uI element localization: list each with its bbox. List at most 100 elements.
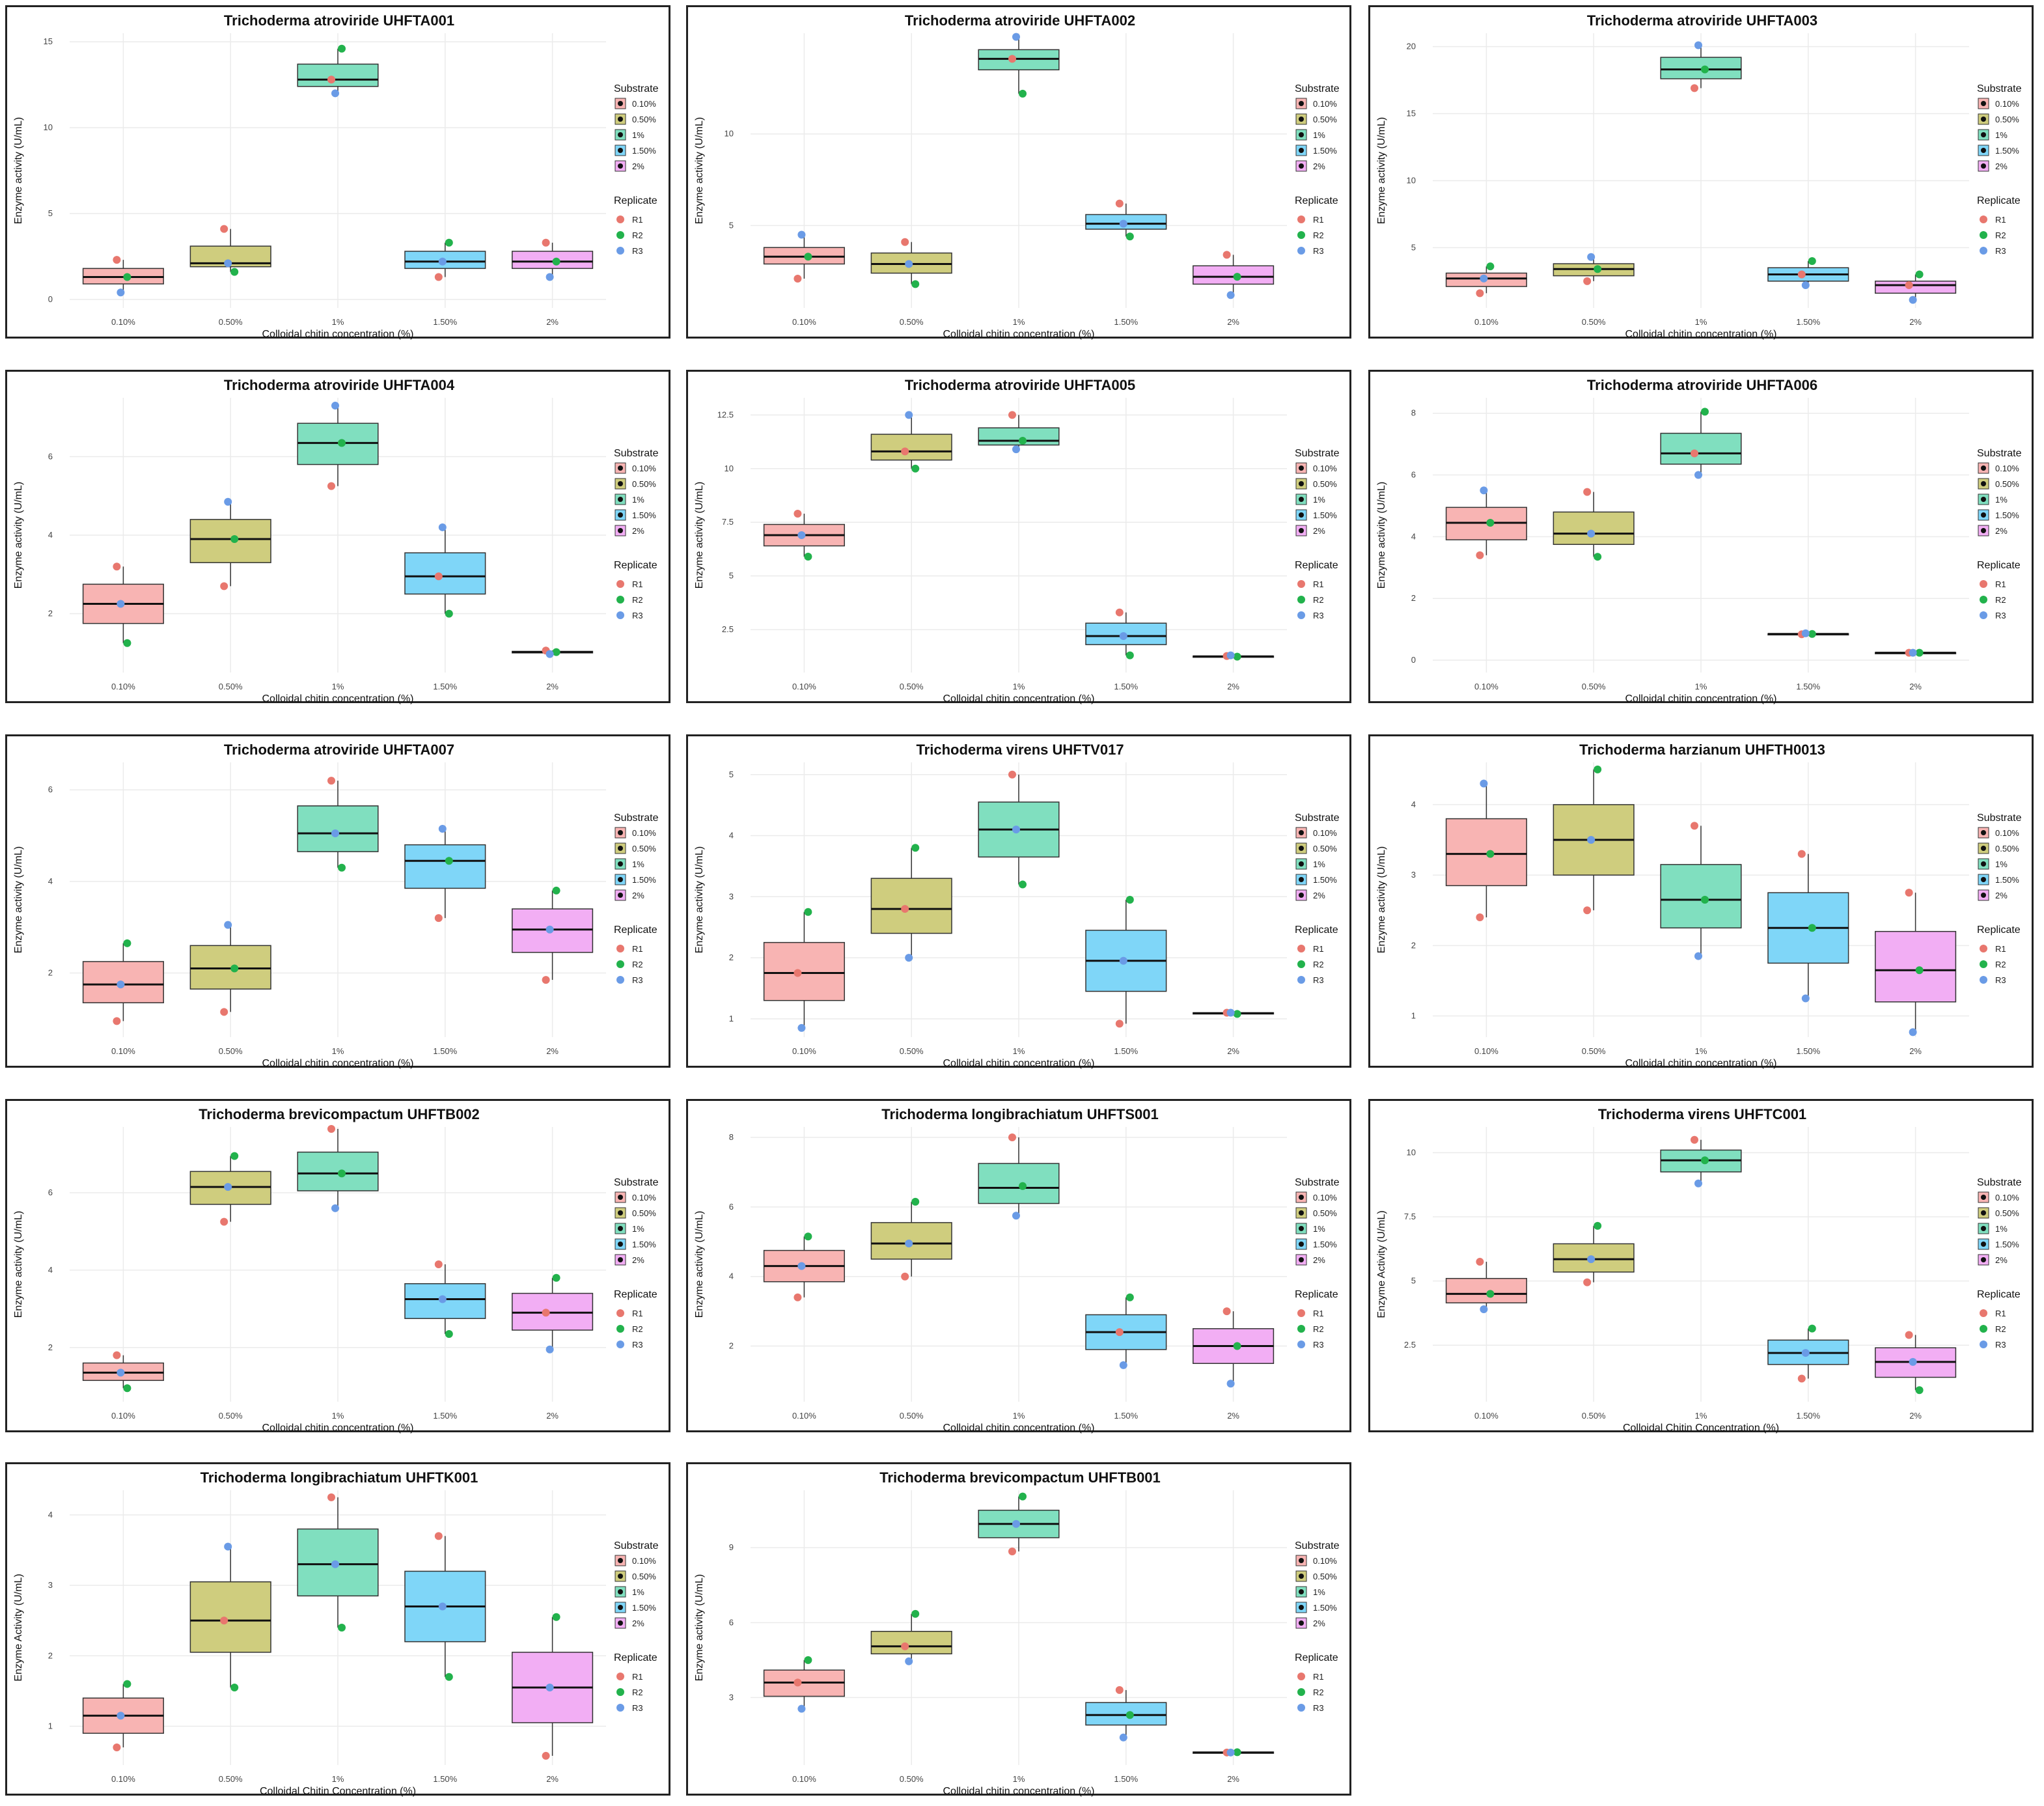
legend-label-replicate: R3 <box>1313 246 1324 256</box>
legend-label-replicate: R2 <box>632 1688 643 1697</box>
y-tick-label: 5 <box>1411 1276 1416 1286</box>
y-tick-label: 5 <box>48 208 53 218</box>
x-tick-label: 1% <box>332 317 344 327</box>
y-tick-label: 0 <box>1411 655 1416 665</box>
replicate-point <box>1115 199 1124 208</box>
chart-panel: Trichoderma virens UHFTC001 Enzyme Activi… <box>1368 1099 2034 1434</box>
replicate-point <box>1808 630 1816 638</box>
legend-title-replicate: Replicate <box>614 560 657 571</box>
replicate-point <box>331 1560 339 1568</box>
replicate-point <box>1801 1349 1810 1357</box>
replicate-point <box>1587 253 1595 261</box>
legend-label-substrate: 1.50% <box>1313 1603 1337 1613</box>
y-tick-label: 6 <box>48 451 53 461</box>
legend-key-dot <box>1299 101 1304 106</box>
legend-label-replicate: R3 <box>1995 975 2006 985</box>
legend-key-dot <box>1299 481 1304 486</box>
replicate-point <box>552 648 560 656</box>
replicate-point <box>546 273 554 281</box>
x-tick-label: 1.50% <box>1114 682 1138 691</box>
replicate-point <box>552 1273 560 1282</box>
box <box>189 945 271 990</box>
legend-key-replicate <box>1297 580 1305 588</box>
replicate-point <box>1915 648 1924 657</box>
replicate-point <box>1587 836 1595 844</box>
y-tick-label: 7.5 <box>1404 1212 1416 1221</box>
replicate-point <box>327 1493 335 1501</box>
legend-label-replicate: R1 <box>1313 1309 1324 1318</box>
y-tick-label: 4 <box>48 530 53 540</box>
replicate-point <box>338 863 346 872</box>
legend-key-dot <box>618 1242 623 1247</box>
x-axis-label: Colloidal chitin concentration (%) <box>262 329 414 340</box>
x-tick-label: 0.50% <box>219 682 243 691</box>
legend-key-dot <box>618 1558 623 1563</box>
legend-label-substrate: 1% <box>632 130 644 140</box>
replicate-point <box>230 1152 239 1160</box>
replicate-point <box>117 288 125 297</box>
y-tick-label: 2 <box>48 609 53 618</box>
legend-key-dot <box>618 481 623 486</box>
legend-key-replicate <box>616 215 624 223</box>
chart-svg: Trichoderma atroviride UHFTA001 Enzyme ac… <box>13 12 659 340</box>
legend-label-replicate: R3 <box>632 246 643 256</box>
legend-key-replicate <box>1980 231 1987 239</box>
y-tick-label: 6 <box>729 1202 734 1212</box>
legend-key-dot <box>618 1589 623 1594</box>
legend-title-substrate: Substrate <box>1977 448 2022 459</box>
replicate-point <box>1701 896 1709 904</box>
y-tick-label: 2 <box>48 968 53 978</box>
legend-key-dot <box>1981 132 1986 137</box>
chart-svg: Trichoderma harzianum UHFTH0013 Enzyme ac… <box>1376 742 2022 1069</box>
y-axis-label: Enzyme activity (U/mL) <box>694 846 705 953</box>
replicate-point <box>1119 219 1127 228</box>
x-tick-label: 0.50% <box>219 1411 243 1421</box>
chart-svg: Trichoderma atroviride UHFTA002 Enzyme ac… <box>694 12 1340 340</box>
replicate-point <box>1476 913 1484 922</box>
replicate-point <box>1691 449 1698 458</box>
replicate-point <box>1012 445 1020 454</box>
replicate-point <box>542 1751 550 1760</box>
replicate-point <box>1126 651 1134 660</box>
replicate-point <box>1233 273 1241 281</box>
legend-key-dot <box>1981 877 1986 882</box>
y-tick-label: 1 <box>729 1014 734 1023</box>
replicate-point <box>552 1613 560 1621</box>
x-tick-label: 0.50% <box>900 1046 924 1056</box>
replicate-point <box>546 650 554 658</box>
legend-key-replicate <box>616 1325 624 1333</box>
legend-key-replicate <box>1297 1341 1305 1348</box>
chart-title: Trichoderma harzianum UHFTH0013 <box>1579 742 1825 758</box>
y-axis-label: Enzyme activity (U/mL) <box>694 1211 705 1318</box>
y-tick-label: 3 <box>1411 870 1416 880</box>
x-tick-label: 1% <box>1013 1774 1025 1784</box>
chart-title: Trichoderma virens UHFTC001 <box>1598 1106 1806 1122</box>
legend-key-dot <box>1299 893 1304 898</box>
replicate-point <box>1691 84 1698 92</box>
legend-key-dot <box>618 1574 623 1579</box>
box <box>978 1163 1060 1204</box>
x-tick-label: 0.50% <box>900 317 924 327</box>
replicate-point <box>804 253 812 261</box>
legend-key-dot <box>1981 163 1986 169</box>
replicate-point <box>1594 265 1602 273</box>
legend-label-replicate: R1 <box>632 215 643 225</box>
legend-label-substrate: 0.10% <box>1995 828 2019 838</box>
legend-label-substrate: 0.10% <box>1313 464 1337 473</box>
legend-key-dot <box>618 101 623 106</box>
replicate-point <box>1808 924 1816 932</box>
y-tick-label: 15 <box>44 36 53 46</box>
replicate-point <box>1909 1028 1917 1036</box>
legend-label-substrate: 1% <box>1995 1224 2008 1234</box>
x-tick-label: 2% <box>1909 1411 1922 1421</box>
legend-key-dot <box>1299 1589 1304 1594</box>
legend-label-replicate: R2 <box>1313 1688 1324 1697</box>
replicate-point <box>901 447 909 456</box>
box <box>297 423 379 465</box>
replicate-point <box>1119 1733 1127 1742</box>
legend-key-dot <box>1299 877 1304 882</box>
legend-title-substrate: Substrate <box>1295 448 1340 459</box>
replicate-point <box>794 969 802 977</box>
replicate-point <box>1587 1255 1595 1264</box>
legend-key-replicate <box>1297 247 1305 255</box>
